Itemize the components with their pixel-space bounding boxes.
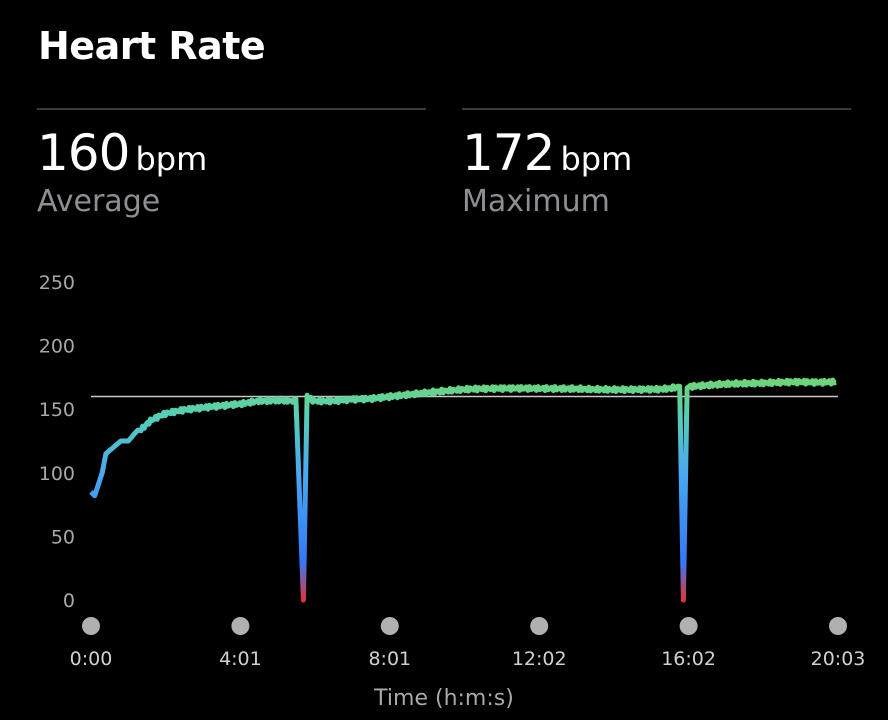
- x-tick-label: 20:03: [811, 648, 866, 670]
- x-tick-label: 12:02: [512, 648, 567, 670]
- y-tick-label: 200: [39, 336, 75, 358]
- x-tick-dot: [679, 617, 698, 635]
- divider-left: [37, 108, 426, 110]
- x-tick-dot: [380, 617, 399, 635]
- average-label: Average: [37, 184, 161, 219]
- y-tick-label: 100: [39, 463, 75, 485]
- maximum-unit: bpm: [560, 140, 633, 178]
- x-tick-dot: [530, 617, 549, 635]
- y-tick-label: 50: [51, 526, 75, 548]
- heart-rate-series-line: [89, 377, 837, 603]
- x-axis-title: Time (h:m:s): [374, 686, 514, 711]
- x-tick-label: 16:02: [661, 648, 716, 670]
- average-value: 160: [37, 124, 130, 182]
- page-title: Heart Rate: [38, 24, 266, 68]
- heart-rate-chart[interactable]: 0 50 100 150 200 250 0:00 4:01 8:01 12:02 16:02 20…: [0, 260, 888, 680]
- average-stat: 160 bpm Average: [37, 124, 207, 219]
- maximum-label: Maximum: [462, 184, 610, 219]
- x-tick-dot: [82, 617, 100, 635]
- divider-right: [462, 108, 851, 110]
- y-tick-label: 0: [63, 590, 75, 612]
- y-tick-label: 150: [39, 399, 75, 421]
- x-tick-dot: [231, 617, 250, 635]
- maximum-value: 172: [462, 124, 555, 182]
- average-unit: bpm: [135, 140, 208, 178]
- maximum-stat: 172 bpm Maximum: [462, 124, 632, 219]
- x-tick-label: 0:00: [70, 648, 113, 670]
- x-tick-label: 8:01: [368, 648, 411, 670]
- y-tick-label: 250: [39, 272, 75, 294]
- x-tick-dot: [829, 617, 847, 635]
- x-tick-label: 4:01: [219, 648, 262, 670]
